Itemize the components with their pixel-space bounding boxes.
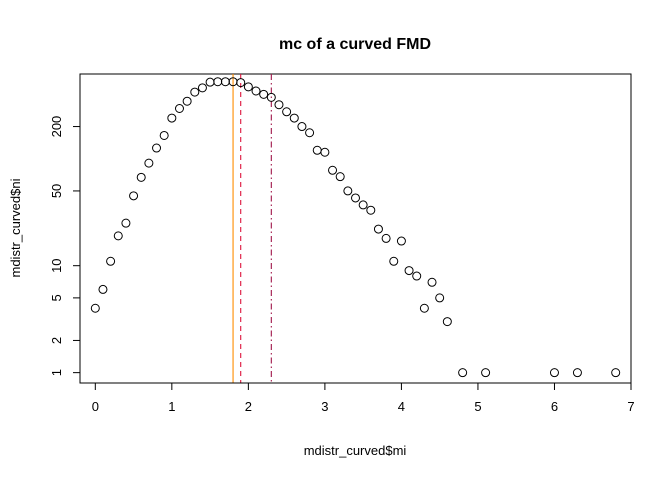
data-point bbox=[90, 303, 100, 313]
plot-frame bbox=[79, 73, 632, 384]
data-point bbox=[259, 89, 269, 99]
x-tick-label: 5 bbox=[474, 399, 481, 414]
data-point bbox=[113, 231, 123, 241]
x-tick-label: 3 bbox=[321, 399, 328, 414]
data-point bbox=[328, 165, 338, 175]
data-point bbox=[373, 224, 383, 234]
x-tick-label: 6 bbox=[551, 399, 558, 414]
x-tick-label: 0 bbox=[92, 399, 99, 414]
data-point bbox=[320, 147, 330, 157]
reference-lines bbox=[232, 74, 272, 383]
y-tick-label: 5 bbox=[49, 294, 64, 301]
data-point bbox=[282, 107, 292, 117]
y-tick-label: 50 bbox=[49, 184, 64, 198]
x-tick-label: 1 bbox=[168, 399, 175, 414]
data-point bbox=[572, 368, 582, 378]
data-point bbox=[121, 218, 131, 228]
data-point bbox=[274, 100, 284, 110]
data-point bbox=[205, 77, 215, 87]
data-point bbox=[129, 191, 139, 201]
data-point bbox=[351, 193, 360, 203]
data-point bbox=[358, 200, 368, 210]
data-point bbox=[297, 122, 307, 132]
data-point bbox=[366, 205, 376, 215]
y-axis-label: mdistr_curved$ni bbox=[8, 178, 23, 277]
y-axis: 1 2 5 10 50 200 bbox=[49, 116, 81, 376]
data-point bbox=[106, 256, 116, 266]
x-axis-label: mdistr_curved$mi bbox=[304, 443, 407, 458]
y-tick-label: 2 bbox=[49, 337, 64, 344]
data-point bbox=[312, 145, 322, 155]
data-point bbox=[412, 271, 422, 281]
data-point bbox=[220, 77, 230, 87]
data-point bbox=[152, 143, 162, 153]
data-point bbox=[174, 103, 184, 113]
data-point bbox=[144, 158, 154, 168]
data-point bbox=[419, 303, 429, 313]
x-tick-label: 4 bbox=[398, 399, 405, 414]
y-tick-label: 200 bbox=[49, 116, 64, 138]
data-point bbox=[404, 266, 414, 276]
data-point bbox=[389, 256, 399, 266]
data-point bbox=[335, 172, 345, 182]
data-point bbox=[251, 86, 261, 96]
data-point bbox=[289, 113, 299, 123]
data-point bbox=[159, 130, 169, 140]
data-point bbox=[98, 284, 108, 294]
data-point bbox=[481, 368, 491, 378]
data-point bbox=[236, 78, 246, 88]
data-point bbox=[243, 82, 253, 92]
x-tick-label: 2 bbox=[245, 399, 252, 414]
data-point bbox=[213, 77, 223, 87]
data-point bbox=[549, 368, 559, 378]
data-point bbox=[167, 113, 177, 123]
x-tick-label: 7 bbox=[627, 399, 634, 414]
data-point bbox=[435, 293, 445, 303]
y-tick-label: 1 bbox=[49, 369, 64, 376]
data-point bbox=[197, 83, 207, 93]
data-point bbox=[442, 317, 452, 327]
data-point bbox=[305, 128, 315, 138]
data-point bbox=[458, 368, 468, 378]
y-tick-label: 10 bbox=[49, 258, 64, 272]
data-point bbox=[343, 186, 353, 196]
data-point bbox=[190, 87, 200, 97]
data-point bbox=[396, 236, 406, 246]
data-point bbox=[266, 92, 276, 102]
x-axis: 0 1 2 3 4 5 6 7 bbox=[92, 382, 635, 414]
chart-title: mc of a curved FMD bbox=[279, 36, 431, 53]
data-point bbox=[182, 96, 192, 106]
data-point bbox=[136, 172, 146, 182]
data-point bbox=[427, 277, 437, 287]
data-point bbox=[611, 368, 621, 378]
data-points bbox=[90, 77, 621, 378]
data-point bbox=[381, 233, 391, 243]
